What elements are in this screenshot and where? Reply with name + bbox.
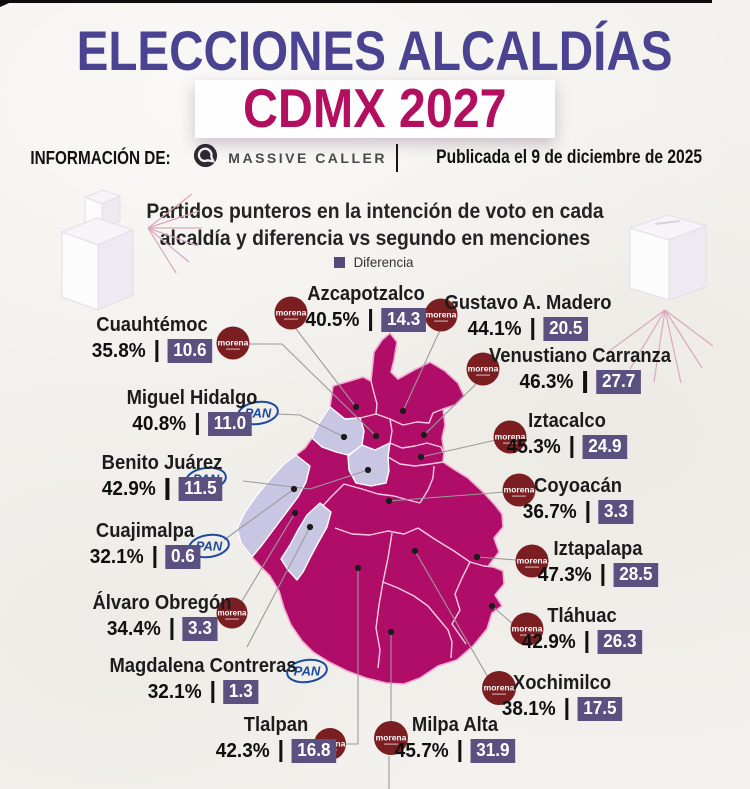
- leader-lines: [223, 324, 518, 789]
- region-miguel-hidalgo: [311, 406, 365, 456]
- pan-logo-magdalena-contreras-icon: PAN: [286, 658, 328, 684]
- legend-diferencia-swatch: [334, 256, 346, 268]
- dot-magdalena-contreras: [306, 523, 314, 531]
- dot-iztapalapa: [473, 553, 481, 561]
- morena-logo-tlahuac-icon: morena: [510, 612, 544, 646]
- svg-text:morena: morena: [504, 485, 535, 495]
- svg-text:morena: morena: [218, 338, 249, 348]
- morena-logo-iztacalco-icon: morena: [493, 420, 527, 454]
- page-subtitle-box: CDMX 2027: [195, 80, 555, 138]
- dot-miguel-hidalgo: [340, 433, 348, 441]
- source-row: INFORMACIÓN DE: MASSIVE CALLER Publicada…: [0, 142, 750, 174]
- pan-logo-cuajimalpa-icon: PAN: [188, 533, 230, 559]
- dot-benito-juarez: [364, 466, 372, 474]
- pan-logo-miguel-hidalgo-icon: PAN: [237, 400, 279, 426]
- svg-text:morena: morena: [484, 683, 515, 693]
- svg-text:PAN: PAN: [294, 664, 321, 679]
- region-magdalena-contreras: [280, 502, 332, 581]
- dot-alvaro-obregon: [291, 509, 299, 517]
- morena-logo-azcapotzalco-icon: morena: [274, 296, 308, 330]
- info-prefix-label: INFORMACIÓN DE:: [30, 147, 171, 168]
- dot-tlahuac: [488, 602, 496, 610]
- chart-description: Partidos punteros en la intención de vot…: [146, 200, 604, 250]
- svg-text:PAN: PAN: [245, 406, 272, 421]
- legend: Diferencia: [0, 254, 750, 270]
- svg-text:morena: morena: [315, 739, 346, 749]
- published-date: Publicada el 9 de diciembre de 2025: [436, 147, 703, 168]
- page-title: ELECCIONES ALCALDÍAS: [77, 19, 673, 82]
- top-edge-decoration: [0, 0, 712, 3]
- ballot-box-right-icon: [628, 214, 708, 301]
- morena-logo-coyoacan-icon: morena: [502, 473, 536, 507]
- morena-logo-cuauhtemoc-icon: morena: [216, 326, 250, 360]
- dot-xochimilco: [411, 547, 419, 555]
- ballot-box-left-icon: [60, 189, 135, 311]
- svg-text:morena: morena: [218, 609, 247, 618]
- page-subtitle: CDMX 2027: [243, 77, 507, 139]
- morena-logo-milpa-alta-icon: morena: [374, 721, 408, 755]
- svg-text:morena: morena: [517, 556, 548, 566]
- svg-text:morena: morena: [512, 624, 543, 634]
- dot-venustiano: [420, 431, 428, 439]
- top-corner-decoration: [0, 0, 16, 7]
- dot-cuajimalpa: [290, 485, 298, 493]
- morena-logo-xochimilco-icon: morena: [482, 671, 516, 705]
- morena-logo-alvaro-obregon-icon: morena: [216, 597, 248, 629]
- svg-text:morena: morena: [276, 308, 307, 318]
- dot-milpa-alta: [387, 628, 395, 636]
- morena-logos: morena morena morena morena morena moren…: [216, 296, 549, 760]
- legend-label: Diferencia: [354, 254, 414, 270]
- svg-text:morena: morena: [468, 364, 499, 374]
- dot-gam: [399, 407, 407, 415]
- morena-logo-venustiano-icon: morena: [466, 352, 500, 386]
- source-name: MASSIVE CALLER: [228, 150, 387, 166]
- divider: [395, 144, 399, 172]
- dot-cuauhtemoc: [372, 432, 380, 440]
- svg-text:morena: morena: [376, 733, 407, 743]
- dot-azcapotzalco: [352, 403, 360, 411]
- ballot-box-right-rays-icon: [607, 309, 714, 384]
- morena-logo-tlalpan-icon: morena: [314, 728, 346, 760]
- dot-iztacalco: [417, 453, 425, 461]
- dot-coyoacan: [385, 497, 393, 505]
- ballot-box-left-rays-icon: [147, 193, 202, 274]
- svg-text:PAN: PAN: [193, 472, 220, 487]
- region-benito-juarez: [347, 442, 391, 487]
- svg-text:morena: morena: [426, 310, 457, 320]
- dot-tlalpan: [354, 564, 362, 572]
- svg-text:morena: morena: [495, 432, 526, 442]
- svg-text:PAN: PAN: [196, 539, 223, 554]
- morena-logo-gam-icon: morena: [424, 298, 458, 332]
- pan-logo-benito-juarez-icon: PAN: [185, 466, 227, 492]
- morena-logo-iztapalapa-icon: morena: [515, 544, 549, 578]
- region-dots: [290, 403, 496, 636]
- massive-caller-logo-icon: [192, 142, 219, 174]
- map-internal-borders: [316, 380, 495, 669]
